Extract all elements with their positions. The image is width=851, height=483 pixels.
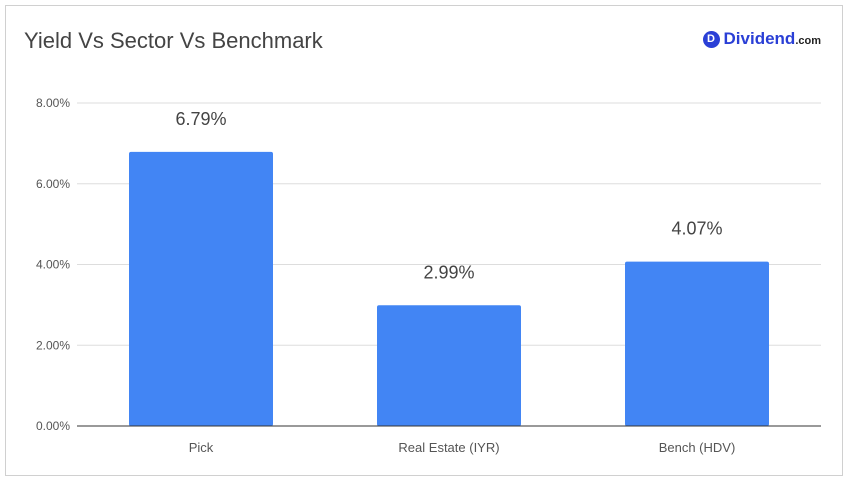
x-axis-categories: Pick Real Estate (IYR) Bench (HDV) <box>189 440 736 455</box>
data-labels: 6.79% 2.99% 4.07% <box>175 109 722 282</box>
data-label: 2.99% <box>423 262 474 282</box>
y-tick-label: 6.00% <box>36 177 70 191</box>
x-category-label: Pick <box>189 440 214 455</box>
logo-name: Dividend <box>723 29 796 48</box>
y-tick-label: 2.00% <box>36 338 70 352</box>
logo-tld: .com <box>795 35 821 47</box>
logo-badge-icon: D <box>702 30 720 48</box>
y-tick-label: 0.00% <box>36 419 70 433</box>
chart-title: Yield Vs Sector Vs Benchmark <box>24 28 323 53</box>
dividend-logo[interactable]: D Dividend .com <box>702 29 821 49</box>
bar[interactable] <box>377 305 521 426</box>
bar[interactable] <box>625 261 769 426</box>
y-tick-label: 4.00% <box>36 258 70 272</box>
x-category-label: Real Estate (IYR) <box>398 440 499 455</box>
y-tick-label: 8.00% <box>36 96 70 110</box>
data-label: 4.07% <box>671 219 722 239</box>
bar[interactable] <box>129 151 273 426</box>
y-axis-ticks: 0.00% 2.00% 4.00% 6.00% 8.00% <box>36 96 70 433</box>
x-category-label: Bench (HDV) <box>659 440 736 455</box>
data-label: 6.79% <box>175 109 226 129</box>
bars <box>129 151 769 426</box>
